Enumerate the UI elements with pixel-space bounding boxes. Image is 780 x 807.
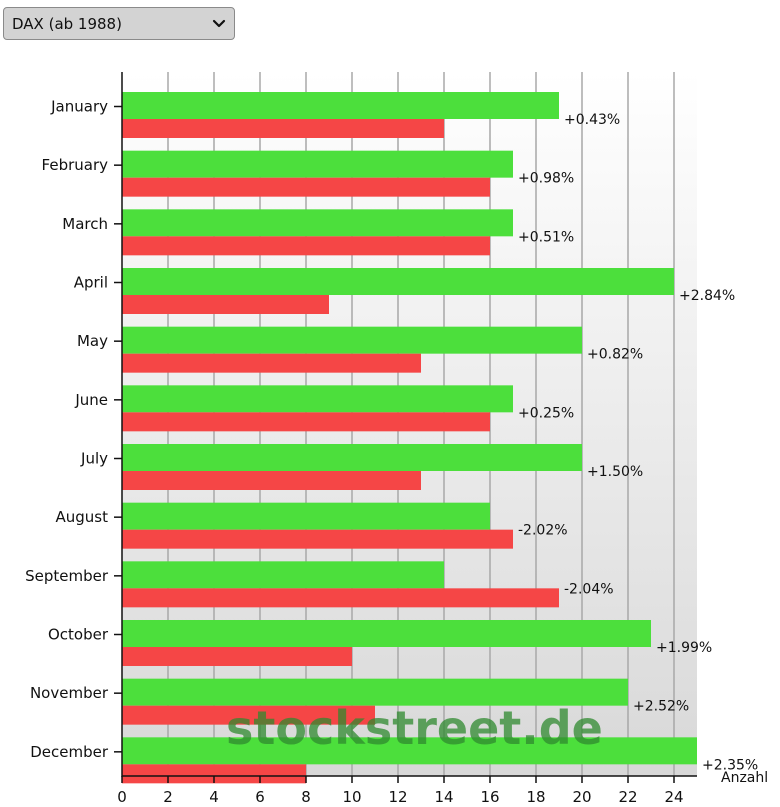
x-tick-label: 6 <box>255 788 265 806</box>
category-label: June <box>74 391 108 409</box>
bar-negative <box>122 295 329 314</box>
chevron-down-icon <box>212 19 226 28</box>
x-tick-label: 8 <box>301 788 311 806</box>
data-label: +2.52% <box>633 699 689 715</box>
x-tick-label: 12 <box>388 788 407 806</box>
bar-positive <box>122 326 582 354</box>
data-label: -2.02% <box>518 523 568 539</box>
data-label: -2.04% <box>564 581 614 597</box>
data-label: +0.25% <box>518 405 574 421</box>
x-tick-label: 14 <box>434 788 453 806</box>
x-tick-label: 0 <box>117 788 127 806</box>
category-label: May <box>77 332 108 350</box>
x-tick-label: 10 <box>342 788 361 806</box>
category-label: February <box>42 156 109 174</box>
bar-positive <box>122 92 559 119</box>
x-tick-label: 2 <box>163 788 173 806</box>
index-select[interactable]: DAX (ab 1988) <box>3 7 235 40</box>
bar-positive <box>122 385 513 413</box>
x-tick-label: 24 <box>664 788 683 806</box>
data-label: +1.50% <box>587 464 643 480</box>
category-label: April <box>74 274 108 292</box>
bar-positive <box>122 737 697 765</box>
bar-positive <box>122 678 628 706</box>
bar-negative <box>122 647 352 666</box>
category-label: August <box>56 508 109 526</box>
bar-positive <box>122 268 674 295</box>
bar-negative <box>122 353 421 373</box>
category-label: July <box>80 450 108 468</box>
bar-negative <box>122 177 490 197</box>
data-label: +0.98% <box>518 171 574 187</box>
bar-negative <box>122 588 559 608</box>
bar-positive <box>122 561 444 589</box>
data-label: +1.99% <box>656 640 712 656</box>
x-tick-label: 22 <box>618 788 637 806</box>
category-label: November <box>30 684 109 702</box>
bar-positive <box>122 444 582 471</box>
x-tick-label: 18 <box>526 788 545 806</box>
category-label: December <box>30 743 109 761</box>
data-label: +2.35% <box>702 757 758 773</box>
bar-positive <box>122 620 651 647</box>
bar-positive <box>122 502 490 530</box>
bar-negative <box>122 471 421 490</box>
data-label: +0.51% <box>518 229 574 245</box>
bar-negative <box>122 236 490 256</box>
bar-negative <box>122 705 375 725</box>
category-label: January <box>50 98 108 116</box>
bar-positive <box>122 150 513 178</box>
data-label: +0.43% <box>564 112 620 128</box>
x-tick-label: 16 <box>480 788 499 806</box>
bar-negative <box>122 119 444 138</box>
category-label: March <box>62 215 108 233</box>
watermark: stockstreet.de <box>226 701 603 755</box>
data-label: +2.84% <box>679 288 735 304</box>
x-tick-label: 4 <box>209 788 219 806</box>
x-tick-label: 20 <box>572 788 591 806</box>
bar-negative <box>122 412 490 432</box>
data-label: +0.82% <box>587 347 643 363</box>
bar-negative <box>122 529 513 549</box>
x-axis-title: Anzahl <box>721 770 768 786</box>
category-label: September <box>25 567 109 585</box>
bar-positive <box>122 209 513 237</box>
index-select-value: DAX (ab 1988) <box>12 15 122 33</box>
category-label: October <box>48 626 109 644</box>
